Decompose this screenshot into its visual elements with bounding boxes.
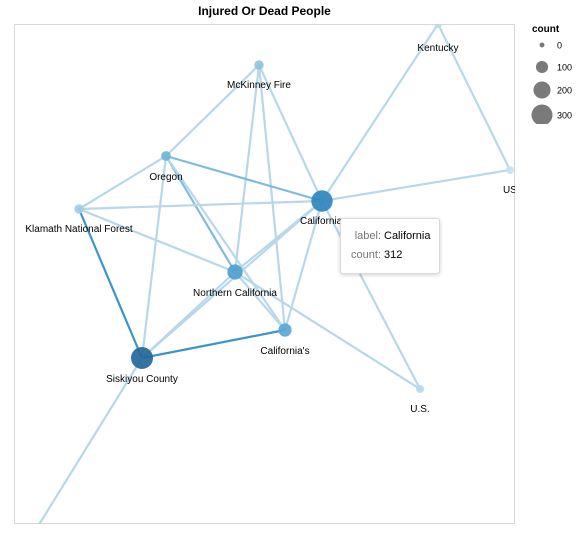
edge-mckinney-northern_ca [233,63,261,274]
legend-title: count [532,24,560,35]
edge-oregon-siskiyou [140,154,168,360]
legend: count 0 100 200 300 [531,24,586,124]
node-label-klamath: Klamath National Forest [25,224,132,235]
node-northern_ca[interactable] [227,264,243,280]
node-label-us_dot: U.S. [410,404,429,415]
tooltip-label-row: label: California [341,228,439,244]
node-us_dot[interactable] [416,385,424,393]
edge-mckinney-californias [257,63,287,332]
edge-klamath-california [77,199,324,211]
node-label-california: California [300,216,343,227]
nodes-layer [74,20,514,393]
legend-label-300: 300 [557,111,572,121]
node-california[interactable] [311,190,333,212]
edge-kentucky-california [320,24,440,203]
node-us_right[interactable] [506,166,514,174]
tooltip-count-row: count: 312 [341,247,439,263]
node-label-kentucky: Kentucky [417,43,458,54]
edge-oregon-california [164,154,324,203]
node-label-californias: California's [260,346,309,357]
tooltip: label: California count: 312 [340,218,440,274]
labels-layer: Kentucky McKinney Fire Oregon California Kla… [25,43,517,415]
node-oregon[interactable] [161,151,171,161]
node-label-oregon: Oregon [149,172,182,183]
legend-svg: 0 100 200 300 [531,41,572,124]
edge-northern_ca-us_dot [233,270,422,391]
edge-mckinney-california [257,63,324,203]
edge-siskiyou-californias [140,328,287,360]
edge-california-us_dot [320,199,422,391]
edge-oregon-californias [164,154,287,332]
edge-california-siskiyou [140,199,324,360]
tooltip-count-key: count: [351,249,381,261]
edge-klamath-siskiyou [77,207,144,360]
node-label-northern_ca: Northern California [193,288,277,299]
node-label-siskiyou: Siskiyou County [106,374,178,385]
edge-northern_ca-siskiyou [140,270,237,360]
legend-symbol-0 [539,42,545,48]
edge-siskiyou-bottom_offscreen [38,356,144,524]
node-klamath[interactable] [74,204,84,214]
legend-symbol-300 [531,104,553,124]
legend-label-0: 0 [557,41,562,51]
legend-label-100: 100 [557,63,572,73]
edges-layer [38,24,512,524]
edge-mckinney-oregon [164,63,261,158]
node-label-us_right: US [503,185,517,196]
chart-title: Injured Or Dead People [198,4,331,18]
legend-label-200: 200 [557,86,572,96]
plot-frame [14,24,515,524]
edge-northern_ca-californias [233,270,287,332]
edge-kentucky-us_right [436,24,512,172]
node-californias[interactable] [278,323,292,337]
legend-symbol-100 [535,60,549,74]
node-kentucky[interactable] [434,20,442,28]
node-mckinney[interactable] [254,60,264,70]
node-label-mckinney: McKinney Fire [227,80,291,91]
tooltip-label-key: label: [354,230,381,242]
edge-oregon-northern_ca [164,154,237,274]
tooltip-label-value: California [384,230,431,242]
edge-oregon-klamath [77,154,168,211]
legend-symbol-200 [533,81,551,99]
tooltip-count-value: 312 [384,249,403,261]
node-siskiyou[interactable] [131,347,153,369]
edge-us_right-california [320,168,512,203]
edge-klamath-northern_ca [77,207,237,274]
